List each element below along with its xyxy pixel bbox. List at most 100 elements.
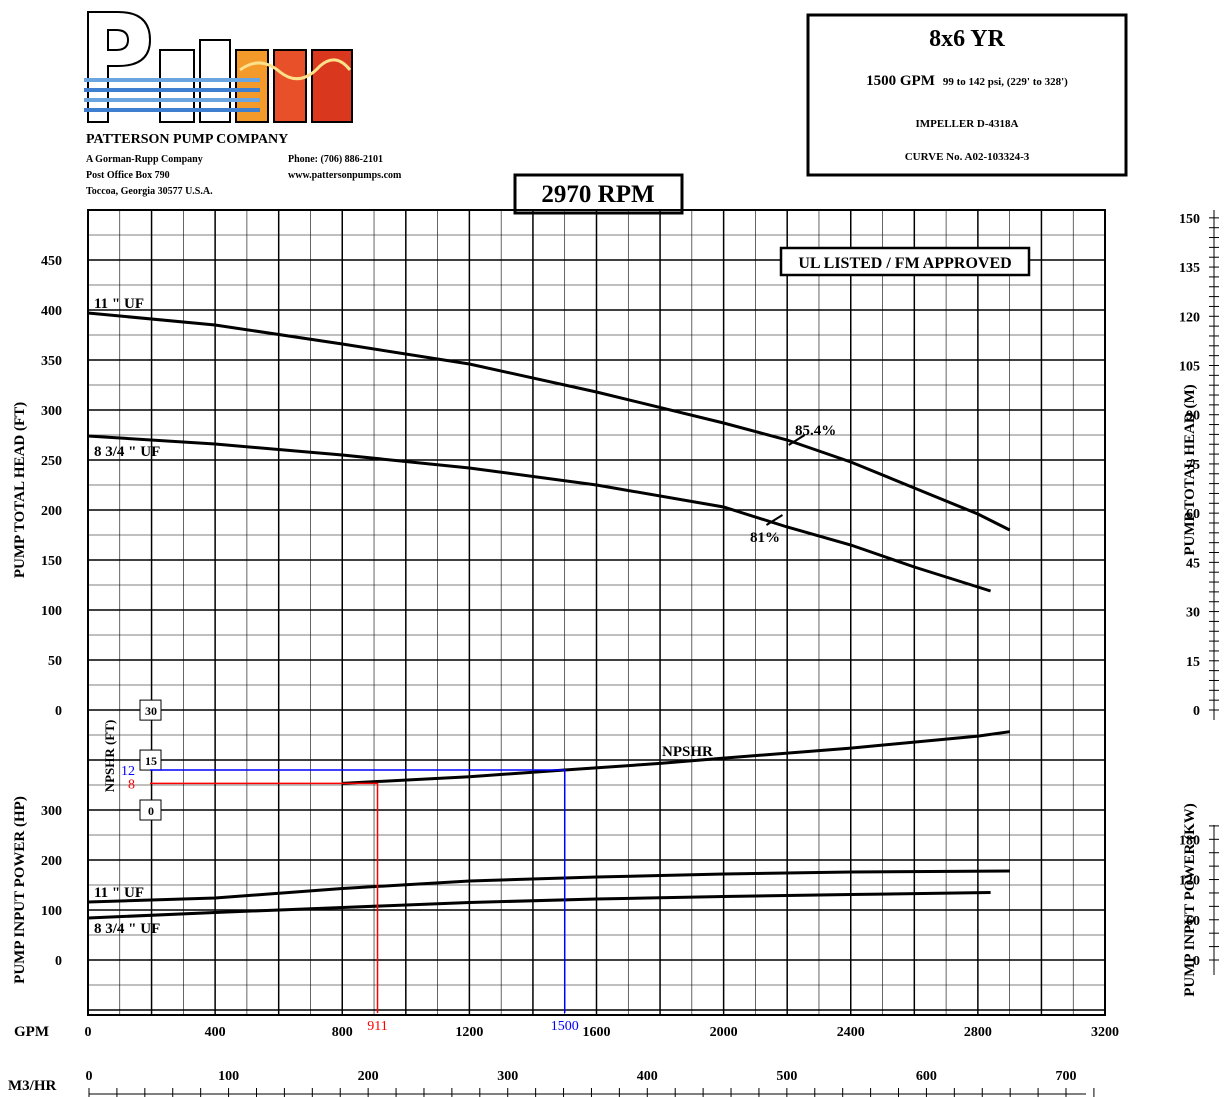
efficiency-label-85: 85.4% <box>795 423 836 439</box>
power-kw-tick: 60 <box>1186 914 1200 929</box>
head-m-tick: 30 <box>1186 606 1200 621</box>
head-axis-title: PUMP TOTAL HEAD (FT) <box>12 402 28 578</box>
gpm-axis-title: GPM <box>14 1024 49 1040</box>
head-m-tick: 120 <box>1179 310 1200 325</box>
head-label-8-75-uf: 8 3/4 " UF <box>94 444 160 460</box>
npshr-tick: 30 <box>145 704 157 718</box>
chart-grid <box>87 209 1106 1016</box>
patterson-logo <box>84 10 356 123</box>
head-m-tick: 75 <box>1186 458 1200 473</box>
head-tick: 350 <box>41 354 62 369</box>
head-tick: 50 <box>48 654 62 669</box>
head-tick: 250 <box>41 454 62 469</box>
curve-number: CURVE No. A02-103324-3 <box>905 151 1030 163</box>
head-tick: 0 <box>55 704 62 719</box>
power-kw-tick: 180 <box>1179 833 1200 848</box>
plot-frame <box>87 209 1106 1016</box>
m3hr-tick: 700 <box>1056 1069 1077 1084</box>
gpm-tick: 400 <box>205 1025 226 1040</box>
impeller-label: IMPELLER D-4318A <box>916 118 1019 130</box>
head-m-tick: 150 <box>1179 212 1200 227</box>
operating-marker-npshr: 8 <box>128 777 135 792</box>
efficiency-mark <box>788 434 806 446</box>
company-web: www.pattersonpumps.com <box>288 170 402 181</box>
gpm-tick: 1200 <box>455 1025 483 1040</box>
operating-marker-line <box>150 782 379 1013</box>
head-curve-11-uf <box>87 311 1011 532</box>
rating-main: 1500 GPM <box>866 73 935 89</box>
power-curve-11-uf <box>87 869 1010 904</box>
head-m-tick: 0 <box>1193 704 1200 719</box>
curves <box>87 311 1011 920</box>
company-address2: Toccoa, Georgia 30577 U.S.A. <box>86 186 213 197</box>
power-label-11-uf: 11 " UF <box>94 885 144 901</box>
rpm-box <box>513 173 684 215</box>
rpm-label: 2970 RPM <box>541 181 654 208</box>
gpm-tick: 0 <box>85 1025 92 1040</box>
power-tick: 0 <box>55 954 62 969</box>
m3hr-axis-title: M3/HR <box>8 1078 56 1094</box>
operating-marker-line <box>150 769 566 1013</box>
head-m-tick: 60 <box>1186 507 1200 522</box>
m3hr-tick: 300 <box>497 1069 518 1084</box>
operating-marker-gpm: 911 <box>367 1019 387 1034</box>
power-tick: 300 <box>41 804 62 819</box>
power-label-8-75-uf: 8 3/4 " UF <box>94 921 160 937</box>
gpm-tick: 2000 <box>710 1025 738 1040</box>
operating-marker-gpm: 1500 <box>551 1019 579 1034</box>
power-tick: 200 <box>41 854 62 869</box>
npshr-tick-box <box>139 799 162 821</box>
m3hr-tick: 500 <box>776 1069 797 1084</box>
power-axis-title: PUMP INPUT POWER (HP) <box>12 796 28 984</box>
gpm-tick: 3200 <box>1091 1025 1119 1040</box>
efficiency-mark <box>765 514 784 526</box>
rating-detail: 99 to 142 psi, (229' to 328') <box>943 76 1068 88</box>
power-kw-tick: 0 <box>1193 954 1200 969</box>
head-label-11-uf: 11 " UF <box>94 296 144 312</box>
npshr-axis-title: NPSHR (FT) <box>102 720 117 793</box>
head-m-tick: 90 <box>1186 409 1200 424</box>
head-m-axis-title: PUMP TOTAL HEAD (M) <box>1182 384 1198 555</box>
head-tick: 300 <box>41 404 62 419</box>
power-kw-tick: 120 <box>1179 874 1200 889</box>
m3hr-tick: 100 <box>218 1069 239 1084</box>
m3hr-tick: 400 <box>637 1069 658 1084</box>
npshr-tick: 0 <box>148 804 154 818</box>
m3hr-tick: 600 <box>916 1069 937 1084</box>
power-curve-8-75-uf <box>87 891 991 920</box>
company-name: PATTERSON PUMP COMPANY <box>86 132 288 147</box>
company-sub: A Gorman-Rupp Company <box>86 154 203 165</box>
head-tick: 450 <box>41 254 62 269</box>
gpm-tick: 1600 <box>583 1025 611 1040</box>
gpm-tick: 2800 <box>964 1025 992 1040</box>
power-tick: 100 <box>41 904 62 919</box>
operating-markers: 1500 12 911 8 <box>121 764 579 1034</box>
npshr-curve <box>342 730 1010 785</box>
gpm-tick: 800 <box>332 1025 353 1040</box>
head-tick: 200 <box>41 504 62 519</box>
model-name: 8x6 YR <box>929 26 1005 52</box>
company-address1: Post Office Box 790 <box>86 170 170 181</box>
approval-box <box>779 246 1031 277</box>
m3hr-tick: 0 <box>86 1069 93 1084</box>
head-tick: 100 <box>41 604 62 619</box>
head-m-tick: 135 <box>1179 261 1200 276</box>
head-m-tick: 105 <box>1179 359 1200 374</box>
npshr-tick: 15 <box>145 754 157 768</box>
head-tick: 400 <box>41 304 62 319</box>
npshr-label: NPSHR <box>662 744 713 760</box>
npshr-tick-box <box>139 699 162 721</box>
operating-marker-npshr: 12 <box>121 764 135 779</box>
m3hr-tick: 200 <box>358 1069 379 1084</box>
rating-line: 1500 GPM 99 to 142 psi, (229' to 328') <box>866 73 1068 89</box>
curve-labels: 11 " UF 8 3/4 " UF 11 " UF 8 3/4 " UF NPSHR 8… <box>94 266 980 937</box>
approval-label: UL LISTED / FM APPROVED <box>798 255 1011 272</box>
power-kw-axis-title: PUMP INPUT POWER (KW) <box>1182 803 1198 996</box>
info-box <box>806 13 1128 177</box>
gpm-tick: 2400 <box>837 1025 865 1040</box>
head-curve-8-75-uf <box>87 434 992 593</box>
company-phone: Phone: (706) 886-2101 <box>288 154 383 165</box>
efficiency-label-81: 81% <box>750 530 780 546</box>
